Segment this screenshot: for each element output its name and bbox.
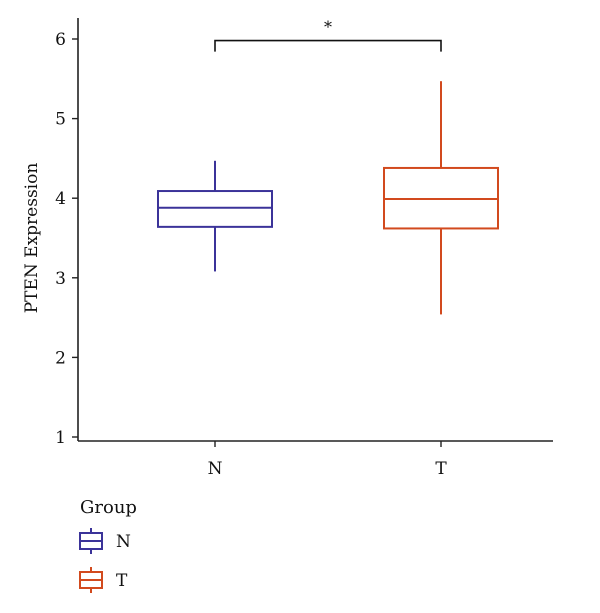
legend-label-N: N <box>116 532 131 552</box>
legend-key-N <box>79 528 103 554</box>
y-tick-label: 5 <box>55 110 66 130</box>
y-tick-label: 6 <box>55 30 66 50</box>
axes-layer: 1 2 3 4 5 6 N T PTEN Expression <box>22 18 553 479</box>
legend-title: Group <box>80 497 137 518</box>
y-tick-label: 1 <box>55 428 66 448</box>
legend: Group NT <box>79 497 137 593</box>
y-axis-title: PTEN Expression <box>22 163 42 314</box>
significance-label: * <box>324 18 332 37</box>
box-T <box>383 81 499 315</box>
legend-label-T: T <box>116 571 128 591</box>
x-tick-label: T <box>435 459 447 479</box>
x-tick-label: N <box>208 459 223 479</box>
y-tick-label: 3 <box>55 269 66 289</box>
box-body <box>157 190 273 228</box>
y-tick-label: 4 <box>55 189 66 209</box>
legend-key-T <box>79 567 103 593</box>
boxes-layer <box>157 81 499 315</box>
significance-layer: * <box>214 18 442 52</box>
box-N <box>157 160 273 272</box>
y-tick-label: 2 <box>55 348 66 368</box>
significance-bracket <box>214 39 442 52</box>
